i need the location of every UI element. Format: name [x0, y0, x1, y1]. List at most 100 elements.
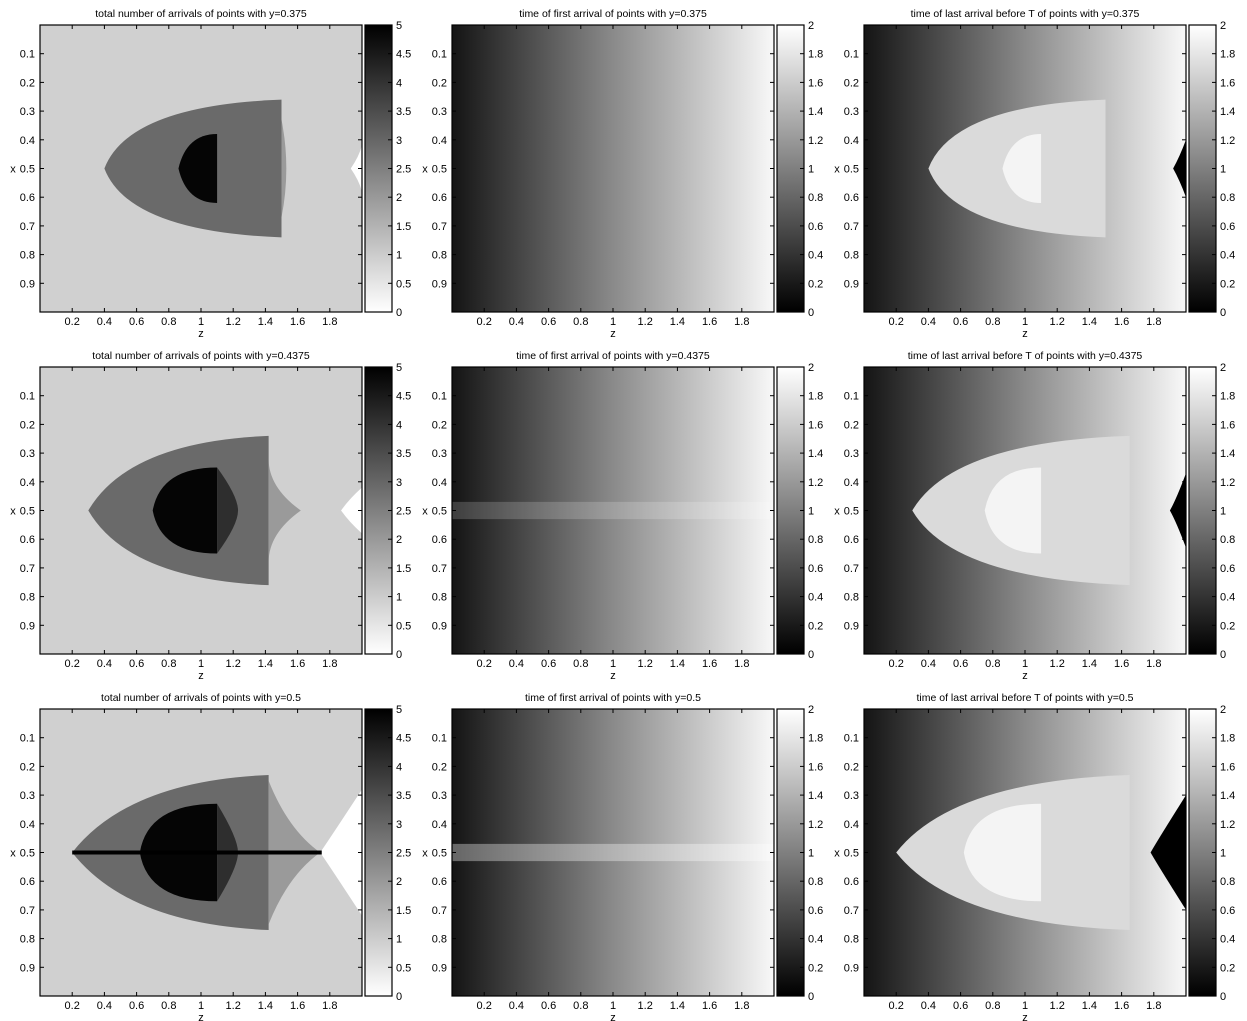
panel-5: 0.2 0.4 0.6 0.8 1 1.2 1.4 1.6 1.8 0.1 0.2 0.3 0.4 0.5… [422, 350, 823, 682]
colorbar-tick-label: 0.4 [808, 592, 823, 604]
heatmap-image [452, 367, 774, 654]
y-tick-label: 0.1 [844, 391, 859, 403]
y-tick-label: 0.4 [432, 819, 447, 831]
heatmap-image [40, 367, 362, 654]
y-tick-label: 0.7 [432, 221, 447, 233]
y-tick-label: 0.3 [432, 106, 447, 118]
y-tick-label: 0.2 [844, 761, 859, 773]
x-tick-label: 0.6 [129, 658, 144, 670]
x-tick-label: 0.6 [953, 316, 968, 328]
y-tick-label: 0.1 [432, 391, 447, 403]
colorbar-tick-label: 2 [808, 20, 814, 32]
colorbar-tick-label: 0.6 [808, 221, 823, 233]
colorbar-tick-label: 0.6 [808, 905, 823, 917]
region-latest-arrival [984, 467, 1042, 554]
y-tick-label: 0.7 [20, 221, 35, 233]
y-tick-label: 0.6 [844, 192, 859, 204]
x-tick-label: 0.8 [161, 1000, 176, 1012]
x-tick-label: 0.2 [477, 658, 492, 670]
colorbar-tick-label: 1.5 [396, 905, 411, 917]
panel-title: time of first arrival of points with y=0… [525, 692, 701, 704]
x-tick-label: 0.4 [509, 1000, 524, 1012]
x-tick-label: 1.4 [670, 658, 685, 670]
colorbar-tick-label: 3 [396, 819, 402, 831]
x-tick-label: 0.2 [477, 1000, 492, 1012]
colorbar-tick-label: 1.6 [808, 761, 823, 773]
colorbar-tick-label: 0.2 [1220, 620, 1235, 632]
y-tick-label: 0.8 [20, 592, 35, 604]
colorbar [1188, 24, 1217, 313]
region-count-0 [341, 487, 362, 534]
x-tick-label: 1.6 [290, 316, 305, 328]
first-arrival-ridge [452, 501, 774, 520]
colorbar [364, 708, 393, 997]
y-tick-label: 0.4 [20, 135, 35, 147]
x-tick-label: 0.4 [97, 1000, 112, 1012]
y-axis-label: x [834, 848, 840, 860]
y-tick-label: 0.4 [432, 135, 447, 147]
x-tick-label: 0.4 [97, 658, 112, 670]
colorbar-tick-label: 1.4 [808, 790, 823, 802]
first-arrival-ridge [452, 843, 774, 862]
y-tick-label: 0.3 [844, 106, 859, 118]
colorbar-tick-label: 0.4 [1220, 592, 1235, 604]
x-tick-label: 1.8 [1146, 316, 1161, 328]
colorbar-tick-label: 1 [396, 250, 402, 262]
colorbar-tick-label: 0.8 [808, 876, 823, 888]
y-tick-label: 0.5 [432, 164, 447, 176]
colorbar-tick-label: 3 [396, 135, 402, 147]
x-tick-label: 1.8 [1146, 1000, 1161, 1012]
panel-title: time of first arrival of points with y=0… [519, 8, 707, 20]
y-axis-label: x [422, 848, 428, 860]
colorbar-tick-label: 1 [1220, 164, 1226, 176]
x-axis-label: z [198, 1012, 204, 1021]
x-tick-label: 1.2 [638, 316, 653, 328]
colorbar-tick-label: 0.4 [808, 250, 823, 262]
region-count-4 [217, 467, 239, 554]
colorbar-tick-label: 1.4 [1220, 106, 1235, 118]
y-tick-label: 0.2 [20, 419, 35, 431]
x-tick-label: 1.2 [638, 1000, 653, 1012]
x-tick-label: 1.8 [734, 1000, 749, 1012]
x-tick-label: 1.6 [702, 658, 717, 670]
y-tick-label: 0.2 [432, 419, 447, 431]
panel-title: total number of arrivals of points with … [92, 350, 310, 362]
x-tick-label: 1 [1022, 1000, 1028, 1012]
colorbar-tick-label: 2 [1220, 362, 1226, 374]
colorbar-tick-label: 4 [396, 761, 402, 773]
region-count-5 [178, 134, 218, 203]
panel-2: 0.2 0.4 0.6 0.8 1 1.2 1.4 1.6 1.8 0.1 0.2 0.3 0.4 0.5… [422, 8, 823, 340]
x-tick-label: 1.8 [734, 658, 749, 670]
x-tick-label: 1 [198, 316, 204, 328]
colorbar-tick-label: 0.2 [808, 962, 823, 974]
colorbar-tick-label: 1.4 [808, 448, 823, 460]
x-tick-label: 1.4 [258, 1000, 273, 1012]
colorbar-tick-label: 4.5 [396, 733, 411, 745]
panel-title: time of last arrival before T of points … [908, 350, 1143, 362]
heatmap-image [452, 25, 774, 312]
colorbar-tick-label: 4.5 [396, 49, 411, 61]
panel-1: 0.2 0.4 0.6 0.8 1 1.2 1.4 1.6 1.8 0.1 0.2 0.3 0.4 0.5… [10, 8, 411, 340]
x-axis-label: z [610, 1012, 616, 1021]
x-tick-label: 0.2 [889, 316, 904, 328]
colorbar-tick-label: 1.8 [808, 49, 823, 61]
y-tick-label: 0.6 [432, 876, 447, 888]
colorbar-tick-label: 1.6 [808, 77, 823, 89]
y-tick-label: 0.8 [432, 934, 447, 946]
y-tick-label: 0.1 [20, 391, 35, 403]
y-tick-label: 0.4 [844, 135, 859, 147]
colorbar-tick-label: 5 [396, 704, 402, 716]
colorbar-tick-label: 3.5 [396, 106, 411, 118]
x-tick-label: 0.8 [161, 658, 176, 670]
y-tick-label: 0.4 [432, 477, 447, 489]
y-tick-label: 0.2 [20, 77, 35, 89]
colorbar-tick-label: 1 [396, 934, 402, 946]
colorbar-tick-label: 1 [808, 164, 814, 176]
y-tick-label: 0.5 [432, 506, 447, 518]
x-tick-label: 1.6 [1114, 316, 1129, 328]
x-tick-label: 0.2 [65, 658, 80, 670]
x-tick-label: 1.8 [322, 658, 337, 670]
colorbar-tick-label: 0.2 [808, 278, 823, 290]
colorbar-tick-label: 0.6 [1220, 221, 1235, 233]
